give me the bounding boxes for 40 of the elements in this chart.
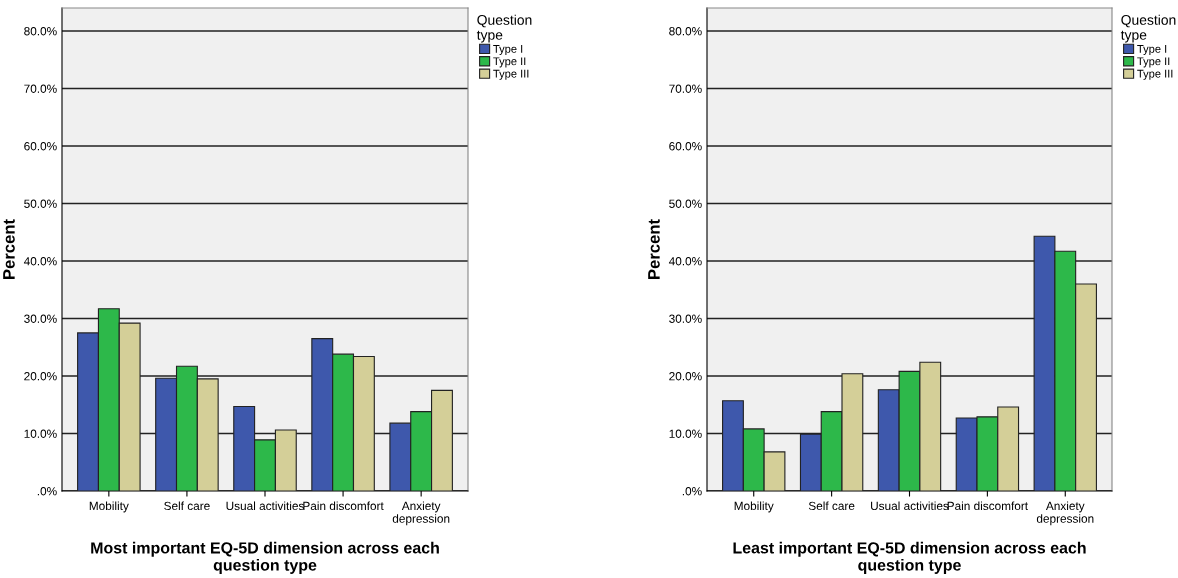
x-axis-title: Most important EQ-5D dimension across each question type <box>91 541 439 574</box>
y-tick-label: 60.0% <box>24 142 57 151</box>
x-tick-label: Mobility <box>89 501 129 513</box>
y-tick-label: 20.0% <box>669 372 702 381</box>
x-tick-label: Self care <box>164 501 210 511</box>
y-tick-label: 50.0% <box>669 199 702 208</box>
y-tick-label: 30.0% <box>669 314 702 323</box>
x-tick-label: Anxiety depression <box>1036 501 1094 526</box>
x-axis-title: Least important EQ-5D dimension across each question type <box>733 541 1086 574</box>
y-axis-title: Percent <box>648 219 660 279</box>
x-tick-label: Pain discomfort <box>303 501 384 511</box>
y-tick-label: 80.0% <box>24 27 57 36</box>
y-tick-label: 70.0% <box>669 84 702 93</box>
legend-label: Type III <box>1137 69 1173 80</box>
y-tick-label: 10.0% <box>24 429 57 438</box>
x-tick-label: Pain discomfort <box>947 501 1028 511</box>
legend-label: Type II <box>493 57 526 68</box>
y-tick-label: 80.0% <box>669 27 702 36</box>
y-tick-label: 50.0% <box>24 199 57 208</box>
y-tick-label: 40.0% <box>668 257 702 266</box>
y-tick-label: .0% <box>37 487 57 496</box>
y-tick-label: 10.0% <box>669 429 702 438</box>
legend-label: Type I <box>493 45 523 55</box>
y-tick-label: 30.0% <box>24 314 57 323</box>
y-tick-label: 70.0% <box>24 84 57 93</box>
y-tick-label: 60.0% <box>669 142 702 151</box>
legend-title: Question type <box>1120 14 1176 43</box>
x-tick-label: Usual activities <box>226 501 304 511</box>
y-axis-title: Percent <box>3 219 15 279</box>
legend-label: Type I <box>1137 45 1167 55</box>
x-tick-label: Anxiety depression <box>392 501 450 526</box>
legend-title: Question type <box>476 14 532 43</box>
y-tick-label: 40.0% <box>23 257 57 266</box>
y-tick-label: 20.0% <box>24 372 57 381</box>
y-tick-label: .0% <box>682 487 702 496</box>
x-tick-label: Self care <box>808 501 855 511</box>
x-tick-label: Usual activities <box>871 501 949 511</box>
legend-label: Type III <box>493 69 529 80</box>
legend-label: Type II <box>1137 57 1170 68</box>
x-tick-label: Mobility <box>734 501 774 513</box>
